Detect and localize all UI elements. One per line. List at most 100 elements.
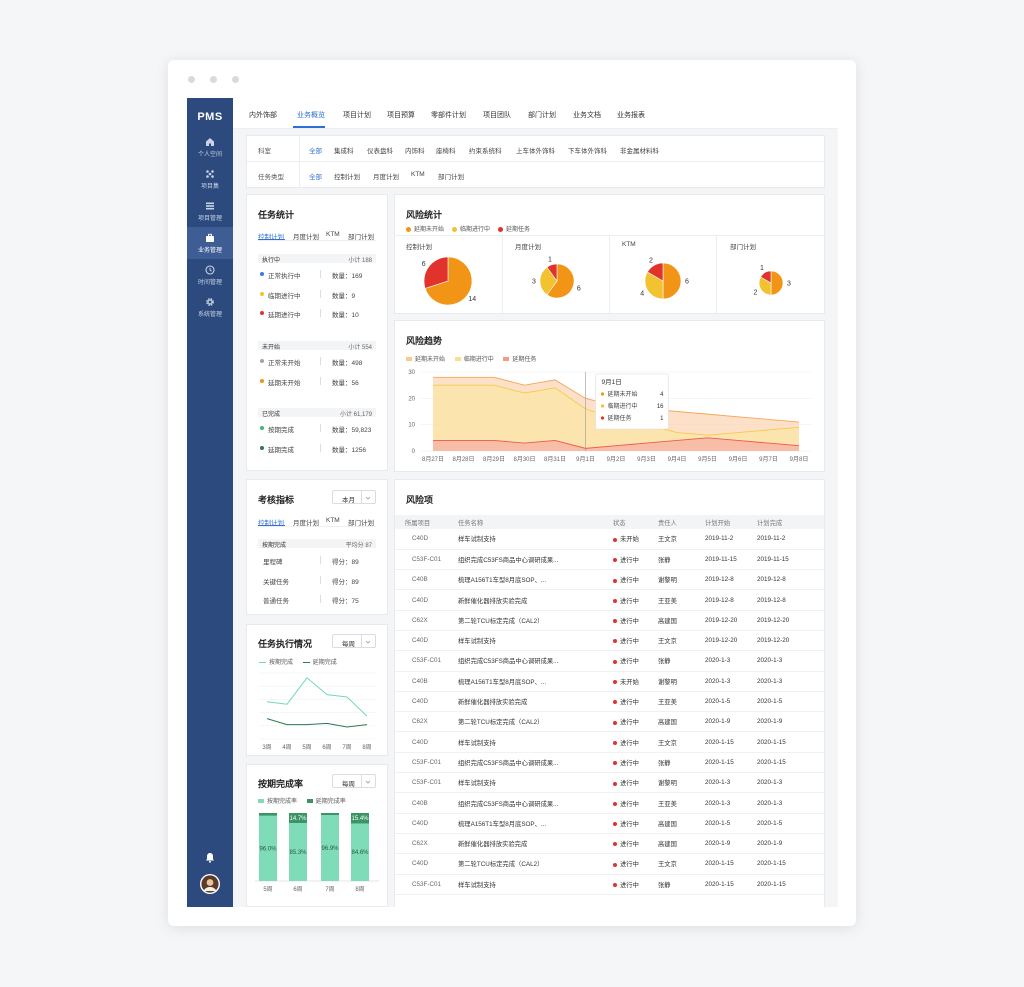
nav-tab[interactable]: 项目计划 bbox=[343, 112, 371, 119]
status-dot bbox=[613, 801, 617, 806]
dept-filter-option[interactable]: 下车体外饰科 bbox=[568, 148, 607, 155]
sidebar-item-label: 个人空间 bbox=[197, 152, 222, 158]
dept-filter-option[interactable]: 全部 bbox=[309, 148, 322, 155]
sidebar-item[interactable]: 业务管理 bbox=[187, 227, 233, 259]
pie-slice[interactable] bbox=[760, 270, 772, 284]
pie-slice[interactable] bbox=[662, 262, 682, 300]
sidebar-item[interactable]: 系统管理 bbox=[187, 291, 233, 323]
status-text: 进行中 bbox=[620, 861, 639, 869]
status-dot bbox=[613, 862, 617, 867]
table-row[interactable]: C40B 组织完成C53FS商品中心调研成果... 进行中 王亚美 2020-1-3 20… bbox=[395, 792, 824, 814]
score-value: 75 bbox=[351, 598, 359, 605]
nav-tab[interactable]: 业务报表 bbox=[617, 112, 645, 119]
subtab[interactable]: KTM bbox=[326, 231, 340, 238]
table-row[interactable]: C40D 新鲜催化器排放实验完成 进行中 王亚美 2019-12-8 2019-12-8 bbox=[395, 589, 824, 611]
table-cell: 2019-12-20 bbox=[699, 630, 751, 652]
table-row[interactable]: C40D 样车试制支持 进行中 王文京 2020-1-15 2020-1-15 bbox=[395, 731, 824, 753]
legend-item: 临期进行中 bbox=[452, 224, 490, 233]
pie-slice[interactable] bbox=[546, 263, 558, 282]
nav-tab[interactable]: 内外饰部 bbox=[249, 112, 277, 119]
table-row[interactable]: C62X 第二轮TCU标定完成（CAL2） 进行中 高建国 2020-1-9 2020-1… bbox=[395, 711, 824, 733]
sidebar-item[interactable]: 个人空间 bbox=[187, 131, 233, 163]
stats-row-label: 延期未开始 bbox=[268, 379, 301, 387]
table-cell: 组织完成C53FS商品中心调研成果... bbox=[452, 792, 607, 814]
task-type-filter-option[interactable]: 部门计划 bbox=[438, 174, 464, 181]
period-dropdown[interactable]: 本月 bbox=[332, 490, 376, 504]
task-type-filter-option[interactable]: KTM bbox=[411, 171, 425, 178]
subtab[interactable]: 部门计划 bbox=[348, 234, 374, 241]
pie-slice[interactable] bbox=[539, 266, 558, 296]
table-row[interactable]: C40D 样车试制支持 进行中 王文京 2019-12-20 2019-12-20 bbox=[395, 630, 824, 652]
subtab[interactable]: KTM bbox=[326, 517, 340, 524]
pie-slice-label: 3 bbox=[532, 279, 536, 286]
dept-filter-option[interactable]: 上车体外饰科 bbox=[516, 148, 555, 155]
pie-slice[interactable] bbox=[424, 256, 473, 306]
task-type-filter-option[interactable]: 全部 bbox=[309, 174, 322, 181]
subtab[interactable]: 控制计划 bbox=[258, 520, 284, 527]
section-subtotal: 小计 61,179 bbox=[339, 412, 372, 418]
table-row[interactable]: C40D 样车试制支持 未开始 王文京 2019-11-2 2019-11-2 bbox=[395, 529, 824, 550]
pie-slice[interactable] bbox=[770, 270, 784, 296]
dept-filter-option[interactable]: 座椅科 bbox=[436, 148, 456, 155]
subtab[interactable]: 部门计划 bbox=[348, 520, 374, 527]
series-area bbox=[433, 437, 799, 451]
table-row[interactable]: C53F-C01 组织完成C53FS商品中心调研成果... 进行中 张静 2020-1-… bbox=[395, 752, 824, 774]
user-avatar[interactable] bbox=[200, 874, 220, 894]
task-type-filter-option[interactable]: 月度计划 bbox=[373, 174, 399, 181]
nav-tab[interactable]: 项目预算 bbox=[387, 112, 415, 119]
dept-filter-option[interactable]: 非金属材料科 bbox=[620, 148, 659, 155]
stats-row-label: 临期进行中 bbox=[268, 292, 301, 300]
column-header[interactable]: 计划开始 bbox=[699, 515, 751, 529]
column-header[interactable]: 计划完成 bbox=[751, 515, 824, 529]
pie-slice[interactable] bbox=[647, 262, 664, 282]
app-logo[interactable]: PMS bbox=[197, 111, 223, 123]
table-row[interactable]: C53F-C01 组织完成C53FS商品中心调研成果... 进行中 张静 2019-11… bbox=[395, 549, 824, 571]
status-text: 未开始 bbox=[620, 536, 639, 544]
dept-filter-option[interactable]: 集成科 bbox=[334, 148, 354, 155]
table-cell: 2019-11-2 bbox=[751, 529, 824, 550]
pie-slice[interactable] bbox=[546, 263, 575, 299]
table-row[interactable]: C62X 第二轮TCU标定完成（CAL2） 进行中 高建国 2019-12-20 2019… bbox=[395, 610, 824, 631]
column-header[interactable]: 状态 bbox=[607, 515, 652, 529]
dept-filter-option[interactable]: 约束系统科 bbox=[469, 148, 502, 155]
period-dropdown[interactable]: 每周 bbox=[332, 774, 376, 788]
table-row[interactable]: C40D 梳理A156T1车型8月底SOP、... 进行中 高建国 2020-1-5 20… bbox=[395, 813, 824, 834]
qty-prefix: 数量： bbox=[332, 273, 352, 280]
dept-filter-option[interactable]: 内饰科 bbox=[405, 148, 425, 155]
status-dot bbox=[613, 639, 617, 644]
bell-icon[interactable] bbox=[205, 852, 215, 863]
table-row[interactable]: C53F-C01 样车试制支持 进行中 谢黎明 2020-1-3 2020-1-3 bbox=[395, 772, 824, 794]
score-value: 89 bbox=[351, 559, 359, 566]
nav-tab[interactable]: 业务文档 bbox=[573, 112, 601, 119]
column-header[interactable]: 责任人 bbox=[652, 515, 699, 529]
column-header[interactable]: 所属项目 bbox=[395, 515, 452, 529]
active-tab-underline bbox=[293, 126, 325, 128]
pie-slice[interactable] bbox=[423, 256, 449, 289]
table-row[interactable]: C62X 新鲜催化器排放实验完成 进行中 高建国 2020-1-9 2020-1-9 bbox=[395, 833, 824, 855]
table-cell: 第二轮TCU标定完成（CAL2） bbox=[452, 610, 607, 631]
legend-item: 延期未开始 bbox=[406, 224, 444, 233]
table-row[interactable]: C40D 第二轮TCU标定完成（CAL2） 进行中 王文京 2020-1-15 2020-… bbox=[395, 853, 824, 875]
sidebar-item[interactable]: 项目集 bbox=[187, 163, 233, 195]
table-row[interactable]: C40D 新鲜催化器排放实验完成 进行中 王亚美 2020-1-5 2020-1-5 bbox=[395, 691, 824, 713]
table-row[interactable]: C40B 梳理A156T1车型8月底SOP、... 未开始 谢黎明 2020-1-3 20… bbox=[395, 671, 824, 692]
table-row[interactable]: C53F-C01 样车试制支持 进行中 张静 2020-1-15 2020-1-15 bbox=[395, 874, 824, 895]
nav-tab[interactable]: 业务概览 bbox=[297, 112, 325, 119]
subtab[interactable]: 月度计划 bbox=[293, 520, 319, 527]
sidebar-item[interactable]: 项目管理 bbox=[187, 195, 233, 227]
x-tick-label: 9月4日 bbox=[668, 456, 687, 463]
period-dropdown[interactable]: 每周 bbox=[332, 634, 376, 648]
subtab[interactable]: 月度计划 bbox=[293, 234, 319, 241]
task-type-filter-option[interactable]: 控制计划 bbox=[334, 174, 360, 181]
table-row[interactable]: C53F-C01 组织完成C53FS商品中心调研成果... 进行中 张静 2020-1-… bbox=[395, 650, 824, 672]
table-cell: 2020-1-9 bbox=[751, 833, 824, 855]
nav-tab[interactable]: 零部件计划 bbox=[431, 112, 466, 119]
table-cell: 样车试制支持 bbox=[452, 630, 607, 652]
subtab[interactable]: 控制计划 bbox=[258, 234, 284, 241]
table-row[interactable]: C40B 梳理A156T1车型8月底SOP、... 进行中 谢黎明 2019-12-8 2… bbox=[395, 569, 824, 591]
nav-tab[interactable]: 部门计划 bbox=[528, 112, 556, 119]
nav-tab[interactable]: 项目团队 bbox=[483, 112, 511, 119]
sidebar-item[interactable]: 时间管理 bbox=[187, 259, 233, 291]
column-header[interactable]: 任务名称 bbox=[452, 515, 607, 529]
dept-filter-option[interactable]: 仪表盘科 bbox=[367, 148, 393, 155]
